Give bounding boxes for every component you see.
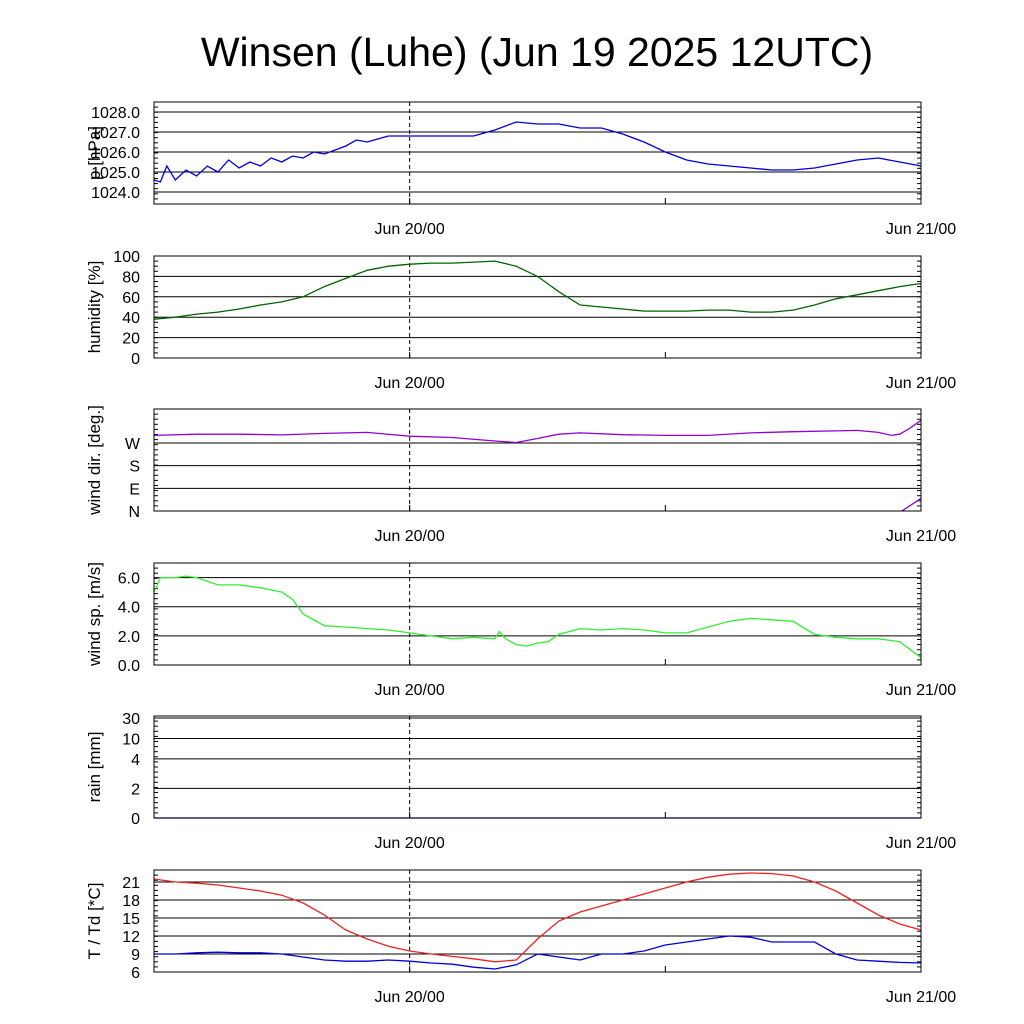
temperature-series-0 (153, 872, 922, 963)
y-tick-label: 1027.0 (91, 125, 140, 142)
y-axis-label: rain [mm] (85, 732, 104, 803)
y-tick-label: 0 (131, 811, 140, 828)
plot-frame (153, 869, 922, 973)
y-tick-label: 60 (122, 290, 140, 307)
wind-direction-series-0 (153, 419, 922, 444)
y-tick-label: 4.0 (118, 600, 140, 617)
x-tick-label: Jun 21/00 (886, 989, 956, 1006)
x-tick-label: Jun 20/00 (375, 221, 445, 238)
pressure-panel: 1024.0 1025.0 1026.0 1027.0 1028.0 p [hPa] Jun… (85, 101, 956, 238)
x-tick-label: Jun 20/00 (375, 682, 445, 699)
y-tick-label: 1025.0 (91, 165, 140, 182)
y-axis-label: T / Td [*C] (85, 883, 104, 960)
wind-speed-series-0 (153, 575, 922, 659)
y-tick-label: 40 (122, 310, 140, 327)
y-tick-label: 0 (131, 351, 140, 368)
x-tick-label: Jun 20/00 (375, 835, 445, 852)
y-axis-label: wind sp. [m/s] (85, 562, 104, 667)
y-tick-label: 18 (122, 893, 140, 910)
y-tick-label: 21 (122, 875, 140, 892)
y-tick-label: 9 (131, 947, 140, 964)
x-tick-label: Jun 20/00 (375, 989, 445, 1006)
y-tick-label: 2.0 (118, 629, 140, 646)
y-tick-label: 1028.0 (91, 105, 140, 122)
y-tick-label: 4 (131, 752, 140, 769)
plot-frame (153, 101, 922, 205)
temperature-series-1 (154, 935, 922, 970)
plot-frame (153, 408, 922, 512)
wind-speed-panel: 0.0 2.0 4.0 6.0 wind sp. [m/s] Jun 20/00 Jun 2… (85, 562, 956, 699)
y-tick-label: 1026.0 (91, 145, 140, 162)
y-tick-label: 20 (122, 331, 140, 348)
y-axis-label: p [hPa] (85, 126, 104, 180)
x-tick-label: Jun 21/00 (886, 375, 956, 392)
x-tick-label: Jun 21/00 (886, 221, 956, 238)
x-tick-label: Jun 21/00 (886, 682, 956, 699)
humidity-series-0 (153, 260, 922, 320)
pressure-series-0 (153, 121, 922, 183)
y-tick-label: 10 (122, 731, 140, 748)
rain-panel: 0 2 4 10 30 rain [mm] Jun 20/00 Jun 21/00 (85, 711, 956, 852)
x-tick-label: Jun 21/00 (886, 528, 956, 545)
y-tick-label: 1024.0 (91, 185, 140, 202)
chart-title: Winsen (Luhe) (Jun 19 2025 12UTC) (201, 29, 873, 75)
y-axis-label: humidity [%] (85, 261, 104, 354)
y-tick-label: 30 (122, 711, 140, 728)
x-tick-label: Jun 21/00 (886, 835, 956, 852)
y-tick-label: 0.0 (118, 658, 140, 675)
plot-frame (153, 715, 922, 819)
y-tick-label: E (129, 481, 140, 498)
y-tick-label: W (125, 436, 141, 453)
y-tick-label: 12 (122, 929, 140, 946)
y-tick-label: 6.0 (118, 571, 140, 588)
y-tick-label: 15 (122, 911, 140, 928)
humidity-panel: 0 20 40 60 80 100 humidity [%] Jun 20/00 Jun 21/… (85, 249, 956, 392)
y-tick-label: 80 (122, 269, 140, 286)
y-tick-label: N (128, 504, 140, 521)
y-tick-label: S (129, 459, 140, 476)
y-tick-label: 100 (113, 249, 140, 266)
wind-direction-series-1 (901, 497, 922, 512)
y-tick-label: 2 (131, 781, 140, 798)
plot-frame (153, 255, 922, 359)
x-tick-label: Jun 20/00 (375, 528, 445, 545)
y-axis-label: wind dir. [deg.] (85, 405, 104, 516)
x-tick-label: Jun 20/00 (375, 375, 445, 392)
y-tick-label: 6 (131, 965, 140, 982)
plot-frame (153, 562, 922, 666)
